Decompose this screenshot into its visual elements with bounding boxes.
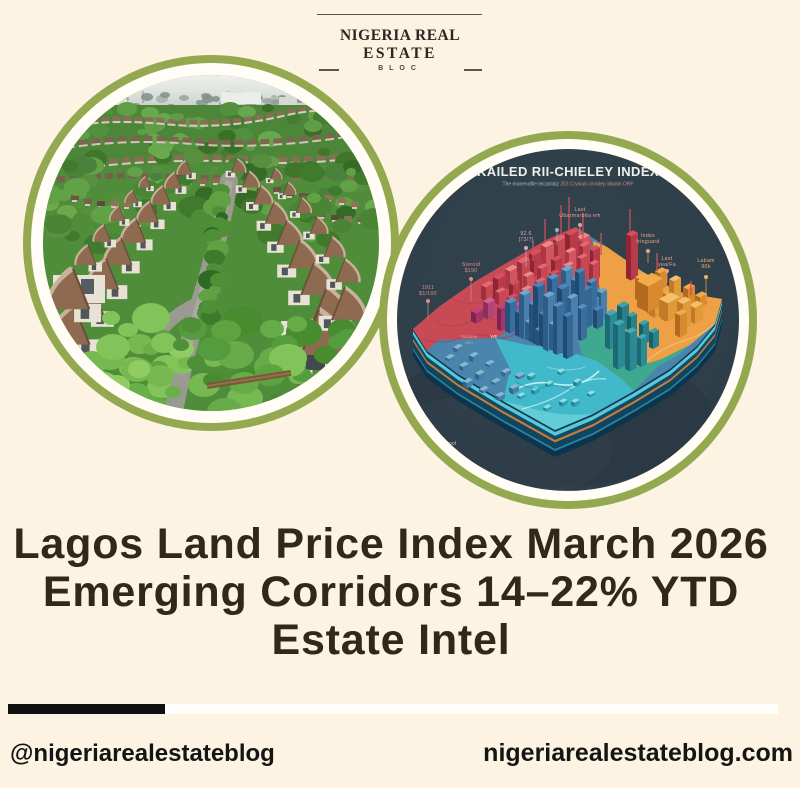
- svg-text:Labam: Labam: [697, 258, 714, 264]
- svg-text:The monendifie leicanlaiz 203: The monendifie leicanlaiz 203 Crysiuls r…: [503, 182, 634, 188]
- svg-text:[73/7]: [73/7]: [519, 237, 534, 243]
- svg-text:yearFa: yearFa: [658, 262, 676, 268]
- svg-text:fringuard: fringuard: [636, 239, 659, 245]
- svg-text:$190: $190: [465, 268, 478, 274]
- svg-text:Nutsdne: Nutsdne: [461, 334, 478, 339]
- svg-text:ario: ario: [465, 340, 473, 345]
- svg-text:$1/100: $1/100: [419, 291, 437, 297]
- svg-text:Steroid: Steroid: [462, 262, 481, 268]
- svg-text:Last: Last: [661, 256, 672, 262]
- svg-text:90k: 90k: [701, 264, 710, 270]
- svg-text:as in rifwr ywup Gfwea 2027 F: as in rifwr ywup Gfwea 2027 Ferarbefa fe…: [516, 489, 628, 494]
- svg-text:92.6: 92.6: [520, 231, 531, 237]
- svg-text:Last: Last: [574, 207, 585, 213]
- svg-text:1911: 1911: [422, 285, 434, 291]
- svg-text:Ubarmarbita em: Ubarmarbita em: [559, 213, 600, 219]
- svg-text:acoof: acoof: [444, 441, 457, 447]
- svg-text:KAILED RII-CHIELEY INDEX: KAILED RII-CHIELEY INDEX: [477, 164, 659, 179]
- svg-text:WE: WE: [490, 334, 497, 339]
- svg-text:Index: Index: [641, 233, 655, 239]
